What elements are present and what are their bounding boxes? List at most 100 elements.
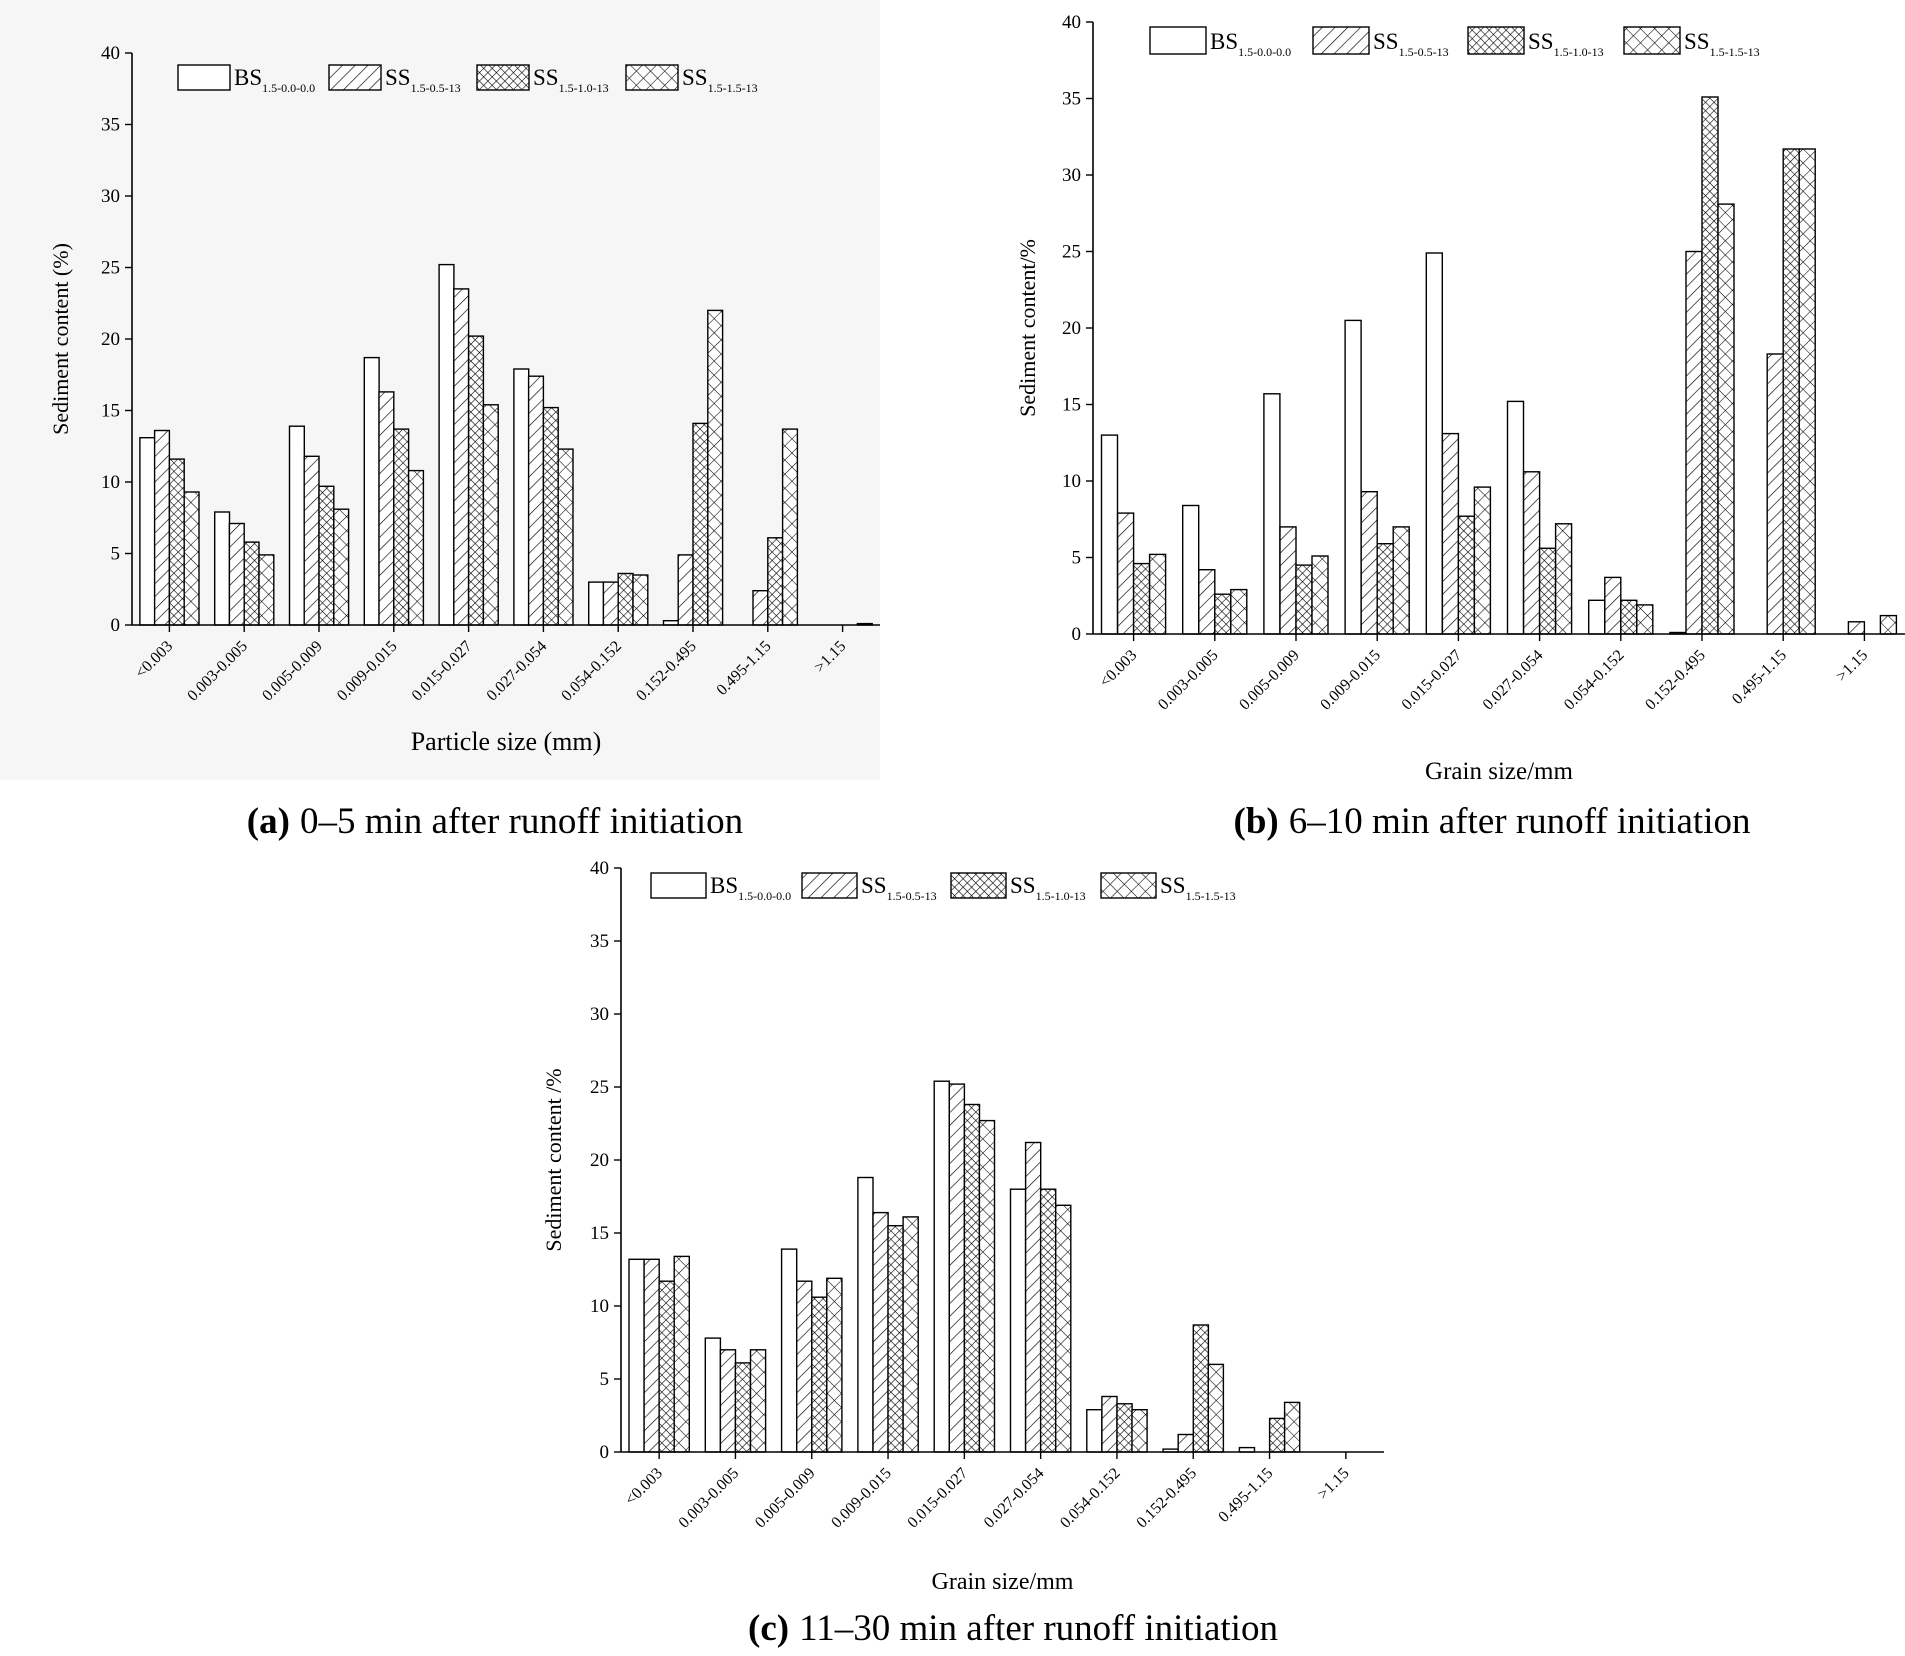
legend-name: SS xyxy=(385,65,411,90)
bar xyxy=(1207,1363,1225,1453)
legend-name: SS xyxy=(1373,29,1399,54)
legend-label: SS1.5-0.5-13 xyxy=(861,873,937,903)
bar xyxy=(887,1224,904,1453)
caption-letter: (c) xyxy=(748,1608,789,1649)
bar xyxy=(363,356,380,626)
y-tick-label: 5 xyxy=(1072,548,1082,569)
legend-subscript: 1.5-1.0-13 xyxy=(559,81,609,95)
bar xyxy=(153,429,171,626)
bar xyxy=(1192,1324,1210,1453)
bar xyxy=(1268,1417,1286,1453)
caption-text: 11–30 min after runoff initiation xyxy=(799,1608,1278,1649)
bar xyxy=(1636,604,1654,635)
legend-subscript: 1.5-0.5-13 xyxy=(1399,45,1449,59)
panel-caption: (b) 6–10 min after runoff initiation xyxy=(1234,801,1751,842)
bar xyxy=(707,309,724,626)
y-tick-label: 40 xyxy=(101,43,120,64)
y-tick-label: 10 xyxy=(101,472,120,493)
bar xyxy=(1101,1395,1118,1453)
legend-name: SS xyxy=(1160,873,1186,898)
bar xyxy=(632,574,649,626)
y-tick-label: 30 xyxy=(1062,165,1081,186)
legend-subscript: 1.5-1.5-13 xyxy=(1186,889,1236,903)
legend-label: SS1.5-1.5-13 xyxy=(682,65,758,95)
legend-entry: SS1.5-1.0-13 xyxy=(1467,26,1604,59)
bar xyxy=(617,572,634,626)
y-axis-label: Sediment content (%) xyxy=(48,243,73,435)
y-tick-label: 0 xyxy=(600,1442,610,1463)
bar xyxy=(811,1296,828,1453)
caption-letter: (a) xyxy=(247,801,290,842)
legend-entry: SS1.5-1.5-13 xyxy=(1100,872,1236,903)
bar xyxy=(1263,393,1281,635)
legend-subscript: 1.5-1.5-13 xyxy=(708,81,758,95)
bar xyxy=(1392,526,1410,635)
bar xyxy=(1473,486,1492,635)
legend-subscript: 1.5-0.0-0.0 xyxy=(262,81,315,95)
bar xyxy=(1376,543,1394,635)
caption-text: 6–10 min after runoff initiation xyxy=(1289,801,1751,842)
y-tick-label: 25 xyxy=(1062,242,1081,263)
bar xyxy=(1604,576,1622,635)
legend-name: SS xyxy=(682,65,708,90)
bar xyxy=(1295,564,1313,635)
bar xyxy=(588,581,605,626)
bar xyxy=(1522,471,1541,635)
legend-subscript: 1.5-1.0-13 xyxy=(1554,45,1604,59)
bar xyxy=(1148,553,1167,635)
bar xyxy=(243,541,260,626)
bar xyxy=(948,1083,966,1453)
bar xyxy=(734,1362,752,1453)
legend-label: SS1.5-1.5-13 xyxy=(1160,873,1236,903)
bar xyxy=(303,455,320,626)
y-tick-label: 0 xyxy=(1072,624,1082,645)
y-tick-label: 5 xyxy=(600,1369,610,1390)
bar xyxy=(692,422,709,626)
bar xyxy=(1086,1408,1103,1453)
y-tick-label: 10 xyxy=(590,1296,609,1317)
bar xyxy=(978,1119,996,1453)
bar xyxy=(482,404,499,626)
y-axis-label: Sediment content /% xyxy=(541,1068,566,1251)
bar xyxy=(1198,569,1216,635)
bar xyxy=(1131,1408,1148,1453)
bar xyxy=(752,590,769,626)
legend-subscript: 1.5-0.0-0.0 xyxy=(1238,45,1291,59)
x-axis-label: Grain size/mm xyxy=(1425,758,1573,785)
x-axis-label: Particle size (mm) xyxy=(411,727,602,756)
legend-label: SS1.5-0.5-13 xyxy=(385,65,461,95)
bar xyxy=(1766,353,1784,635)
legend-entry: SS1.5-1.5-13 xyxy=(625,64,758,95)
bar xyxy=(1024,1141,1042,1453)
legend-swatch xyxy=(1467,26,1525,55)
bar xyxy=(1214,593,1232,635)
legend-entry: SS1.5-1.0-13 xyxy=(950,872,1086,903)
bar xyxy=(1344,319,1362,635)
bar xyxy=(1620,599,1638,635)
legend-label: SS1.5-1.0-13 xyxy=(1528,29,1604,59)
bar xyxy=(168,458,185,626)
bar xyxy=(318,485,335,626)
legend-subscript: 1.5-1.5-13 xyxy=(1710,45,1760,59)
legend-entry: SS1.5-0.5-13 xyxy=(328,64,461,95)
y-axis-label: Sediment content/% xyxy=(1015,239,1040,417)
legend-subscript: 1.5-1.0-13 xyxy=(1036,889,1086,903)
bar xyxy=(643,1258,660,1453)
bar xyxy=(658,1280,675,1453)
legend-label: BS1.5-0.0-0.0 xyxy=(234,65,315,95)
y-tick-label: 15 xyxy=(101,401,120,422)
x-axis-label: Grain size/mm xyxy=(932,1569,1074,1595)
bar xyxy=(1311,555,1329,635)
bar xyxy=(1009,1188,1027,1453)
bar xyxy=(1847,621,1866,635)
bar xyxy=(378,391,395,626)
legend-swatch xyxy=(950,872,1007,899)
bar xyxy=(902,1216,919,1453)
legend-swatch xyxy=(328,64,382,91)
bar xyxy=(288,425,306,626)
bar xyxy=(1279,526,1297,635)
bar xyxy=(407,469,425,626)
bar xyxy=(557,448,574,626)
legend-swatch xyxy=(650,872,707,899)
legend-entry: SS1.5-1.5-13 xyxy=(1623,26,1760,59)
